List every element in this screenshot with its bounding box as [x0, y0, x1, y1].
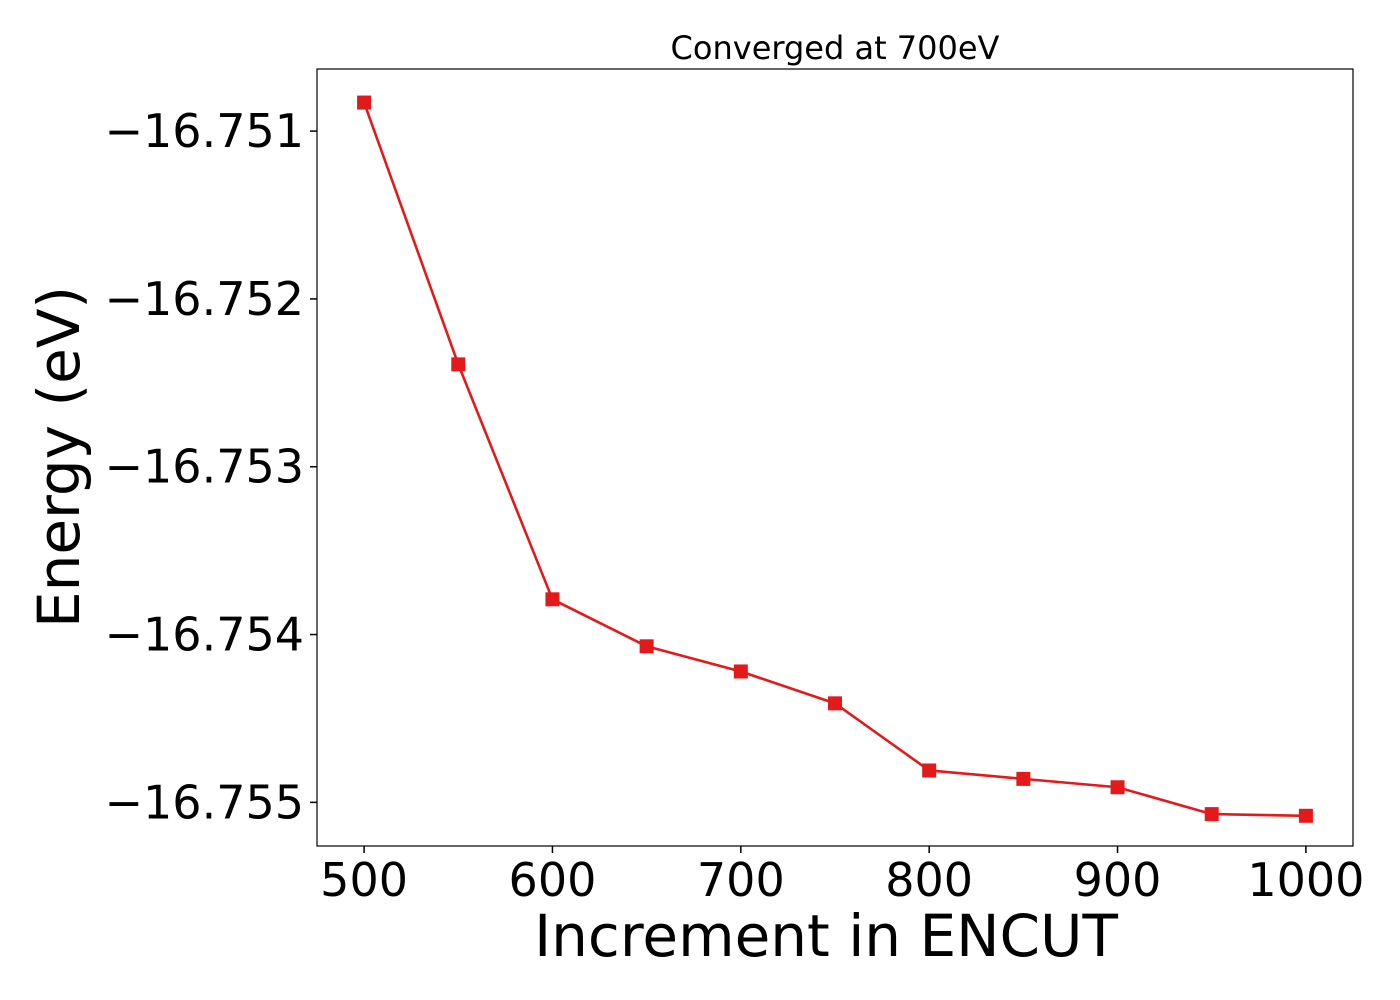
x-axis-label: Increment in ENCUT — [534, 902, 1118, 970]
data-point — [1110, 780, 1125, 795]
series-layer — [357, 95, 1313, 823]
data-point — [545, 592, 560, 607]
data-point — [1016, 771, 1031, 786]
x-tick-label: 900 — [1074, 853, 1162, 907]
data-point — [1204, 807, 1219, 822]
data-point — [639, 639, 654, 654]
x-axis-ticks: 500 600 700 800 900 1000 — [320, 846, 1364, 907]
chart-title: Converged at 700eV — [671, 29, 1000, 67]
data-point — [828, 696, 842, 711]
data-point — [357, 95, 372, 110]
x-tick-label: 700 — [697, 853, 785, 907]
y-axis-ticks: −16.751 −16.752 −16.753 −16.754 −16.755 — [105, 104, 317, 829]
y-tick-label: −16.751 — [105, 104, 305, 158]
data-point — [733, 664, 748, 679]
y-tick-label: −16.755 — [105, 775, 305, 829]
x-tick-label: 500 — [320, 853, 408, 907]
y-axis-label: Energy (eV) — [25, 286, 93, 628]
y-tick-label: −16.752 — [105, 272, 305, 326]
y-tick-label: −16.754 — [105, 608, 305, 662]
data-point — [451, 357, 466, 372]
data-point — [922, 763, 937, 778]
data-point — [1298, 808, 1313, 823]
x-tick-label: 600 — [509, 853, 597, 907]
x-tick-label: 1000 — [1247, 853, 1364, 907]
y-tick-label: −16.753 — [105, 440, 305, 494]
plot-frame — [316, 68, 1354, 847]
x-tick-label: 800 — [885, 853, 973, 907]
